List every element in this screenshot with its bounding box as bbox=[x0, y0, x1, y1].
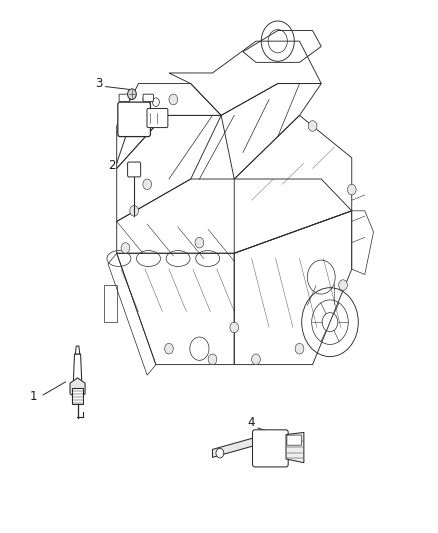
Circle shape bbox=[169, 94, 178, 105]
Circle shape bbox=[339, 280, 347, 290]
Circle shape bbox=[127, 89, 136, 100]
Circle shape bbox=[252, 354, 260, 365]
Circle shape bbox=[195, 237, 204, 248]
Polygon shape bbox=[212, 437, 256, 457]
Circle shape bbox=[230, 322, 239, 333]
Polygon shape bbox=[286, 432, 304, 463]
FancyBboxPatch shape bbox=[287, 435, 302, 445]
Polygon shape bbox=[70, 378, 85, 399]
Circle shape bbox=[143, 179, 152, 190]
Circle shape bbox=[347, 184, 356, 195]
FancyBboxPatch shape bbox=[143, 94, 153, 102]
Circle shape bbox=[216, 448, 224, 458]
Text: 1: 1 bbox=[30, 390, 37, 403]
FancyBboxPatch shape bbox=[127, 162, 141, 177]
Circle shape bbox=[121, 243, 130, 253]
FancyBboxPatch shape bbox=[119, 94, 130, 102]
Text: 4: 4 bbox=[247, 416, 255, 430]
Text: 3: 3 bbox=[95, 77, 102, 90]
FancyBboxPatch shape bbox=[118, 102, 150, 136]
Polygon shape bbox=[75, 346, 80, 354]
Circle shape bbox=[308, 120, 317, 131]
FancyBboxPatch shape bbox=[253, 430, 288, 467]
Circle shape bbox=[152, 98, 159, 107]
Circle shape bbox=[130, 206, 138, 216]
Circle shape bbox=[208, 354, 217, 365]
FancyBboxPatch shape bbox=[147, 109, 168, 127]
Polygon shape bbox=[73, 354, 82, 386]
Circle shape bbox=[165, 343, 173, 354]
Circle shape bbox=[295, 343, 304, 354]
Text: 2: 2 bbox=[108, 159, 116, 172]
Circle shape bbox=[143, 94, 152, 105]
Polygon shape bbox=[72, 389, 83, 405]
